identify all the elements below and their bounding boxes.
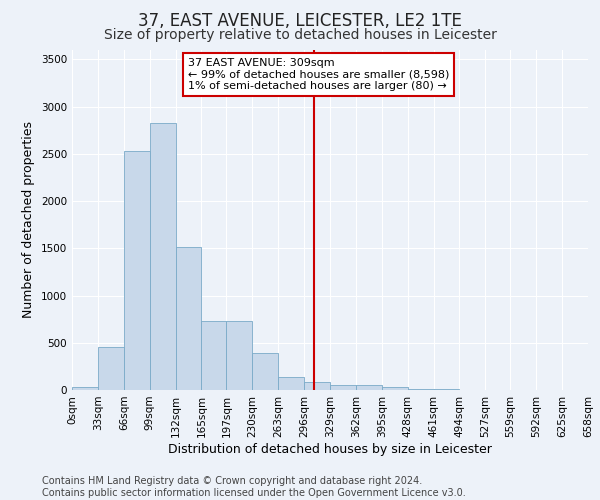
Bar bbox=[382, 387, 407, 390]
Bar bbox=[407, 388, 434, 390]
Y-axis label: Number of detached properties: Number of detached properties bbox=[22, 122, 35, 318]
Text: Size of property relative to detached houses in Leicester: Size of property relative to detached ho… bbox=[104, 28, 496, 42]
Bar bbox=[330, 385, 356, 390]
Bar bbox=[226, 321, 253, 390]
Bar bbox=[253, 353, 278, 390]
Bar bbox=[304, 382, 330, 390]
Bar bbox=[202, 321, 226, 390]
Text: Contains HM Land Registry data © Crown copyright and database right 2024.
Contai: Contains HM Land Registry data © Crown c… bbox=[42, 476, 466, 498]
Bar bbox=[176, 248, 202, 390]
Bar bbox=[356, 385, 382, 390]
Bar bbox=[98, 346, 124, 390]
X-axis label: Distribution of detached houses by size in Leicester: Distribution of detached houses by size … bbox=[168, 442, 492, 456]
Bar bbox=[149, 122, 176, 390]
Text: 37, EAST AVENUE, LEICESTER, LE2 1TE: 37, EAST AVENUE, LEICESTER, LE2 1TE bbox=[138, 12, 462, 30]
Bar bbox=[278, 377, 304, 390]
Bar bbox=[124, 151, 149, 390]
Bar bbox=[72, 387, 98, 390]
Bar bbox=[434, 389, 460, 390]
Text: 37 EAST AVENUE: 309sqm
← 99% of detached houses are smaller (8,598)
1% of semi-d: 37 EAST AVENUE: 309sqm ← 99% of detached… bbox=[188, 58, 449, 91]
